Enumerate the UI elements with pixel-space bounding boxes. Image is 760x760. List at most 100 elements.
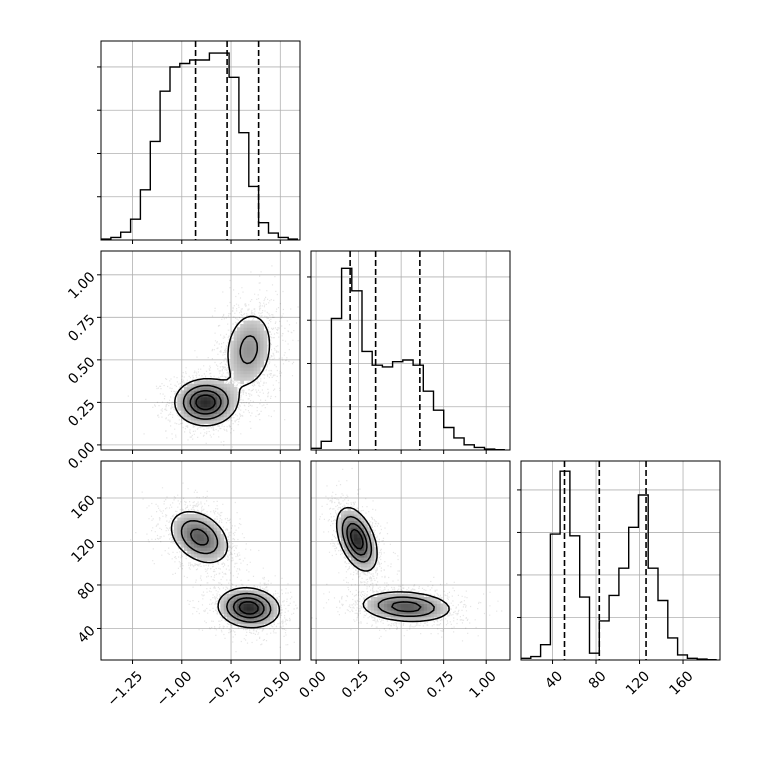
- density-cell: [177, 527, 182, 532]
- histogram-panel-0: [101, 41, 300, 240]
- density-cell: [246, 370, 251, 375]
- density-cell: [253, 330, 258, 335]
- density-cell: [263, 333, 268, 338]
- density-cell: [360, 567, 365, 571]
- density-cell: [390, 593, 395, 598]
- density-cell: [354, 537, 358, 542]
- density-cell: [187, 416, 191, 421]
- density-cell: [344, 550, 348, 555]
- density-cell: [253, 370, 258, 375]
- density-cell: [340, 517, 345, 522]
- density-cell: [263, 620, 268, 624]
- density-cell: [266, 606, 271, 611]
- density-cell: [190, 400, 195, 405]
- density-cell: [237, 360, 241, 365]
- density-cell: [203, 550, 208, 555]
- density-cell: [213, 383, 218, 388]
- density-cell: [203, 524, 208, 528]
- panel-frame-1-0: [100, 250, 301, 451]
- density-cell: [240, 600, 245, 605]
- density-cell: [217, 537, 221, 542]
- density-cell: [200, 527, 205, 532]
- density-cell: [400, 603, 405, 608]
- density-cell: [213, 553, 218, 558]
- density-cell: [256, 623, 261, 628]
- density-cell: [246, 350, 251, 355]
- contour-line: [180, 519, 272, 623]
- density-cell: [240, 590, 245, 595]
- density-cell: [177, 403, 182, 408]
- density-cell: [243, 347, 248, 351]
- histogram-step-2: [521, 470, 717, 660]
- density-cell: [187, 403, 191, 408]
- density-cell: [266, 593, 271, 598]
- density-cell: [233, 343, 238, 348]
- density-cell: [227, 393, 231, 398]
- density-cell: [250, 347, 255, 351]
- density-cell: [417, 610, 421, 615]
- density-cell: [237, 610, 241, 615]
- density-cell: [233, 396, 238, 401]
- density-cell: [246, 590, 251, 595]
- density-cell: [433, 606, 438, 611]
- density-cell: [367, 543, 372, 548]
- density-cell: [413, 600, 418, 605]
- density-cell: [347, 537, 352, 542]
- density-cell: [397, 603, 401, 608]
- density-cell: [240, 353, 245, 358]
- density-cell: [200, 547, 205, 551]
- contour-line: [189, 528, 265, 619]
- density-cell: [413, 616, 418, 621]
- density-cell: [420, 610, 425, 615]
- density-cell: [213, 420, 218, 424]
- density-cell: [256, 347, 261, 351]
- contour-line: [182, 335, 259, 420]
- density-cell: [410, 597, 415, 601]
- density-cell: [203, 390, 208, 395]
- density-cell: [237, 327, 241, 332]
- density-cell: [337, 520, 342, 525]
- density-cell: [193, 517, 198, 522]
- density-cell: [260, 620, 264, 624]
- density-cell: [350, 530, 355, 535]
- density-cell: [203, 400, 208, 405]
- density-cell: [410, 593, 415, 598]
- density-cell: [430, 613, 435, 618]
- density-cell: [200, 557, 205, 561]
- density-cell: [364, 530, 368, 535]
- density-cell: [437, 606, 441, 611]
- density-cell: [240, 603, 245, 608]
- density-cell: [347, 553, 352, 558]
- density-cell: [227, 383, 231, 388]
- density-cell: [210, 537, 215, 542]
- density-cell: [433, 600, 438, 605]
- density-cell: [200, 517, 205, 522]
- density-cell: [263, 350, 268, 355]
- density-cell: [190, 416, 195, 421]
- density-cell: [210, 553, 215, 558]
- density-cell: [370, 537, 375, 542]
- density-cell: [190, 543, 195, 548]
- density-cell: [183, 416, 188, 421]
- density-cell: [233, 620, 238, 624]
- density-cell: [430, 597, 435, 601]
- y-tick-label: 160: [68, 492, 98, 522]
- density-cell: [360, 553, 365, 558]
- density-cell: [260, 597, 264, 601]
- density-cell: [203, 530, 208, 535]
- density-cell: [193, 420, 198, 424]
- density-cell: [397, 597, 401, 601]
- panel-frame-2-1: [310, 460, 511, 661]
- density-cell: [230, 340, 235, 345]
- density-cell: [223, 547, 228, 551]
- density-cell: [350, 514, 355, 518]
- density-cell: [190, 383, 195, 388]
- density-cell: [250, 623, 255, 628]
- density-cell: [210, 393, 215, 398]
- density-cell: [243, 320, 248, 325]
- density-cell: [200, 537, 205, 542]
- density-cell: [233, 353, 238, 358]
- density-cell: [407, 606, 411, 611]
- density-cell: [227, 603, 231, 608]
- density-cell: [203, 387, 208, 391]
